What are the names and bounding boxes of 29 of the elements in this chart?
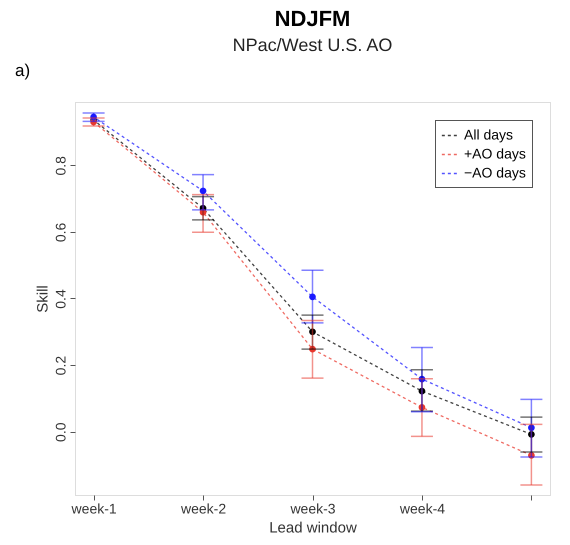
point xyxy=(309,293,316,300)
point xyxy=(418,404,426,411)
y-tick-label: 0.2 xyxy=(52,356,68,376)
point xyxy=(200,188,206,194)
y-tick-label: 0.4 xyxy=(52,289,68,309)
x-axis-title: Lead window xyxy=(269,520,357,536)
y-tick-label: 0.6 xyxy=(52,222,68,242)
point xyxy=(528,452,535,459)
y-tick-label: 0.8 xyxy=(52,156,68,176)
point xyxy=(418,388,426,394)
x-tick-label: week-3 xyxy=(289,500,336,516)
y-axis-title: Skill xyxy=(34,285,52,313)
x-tick-label: week-2 xyxy=(180,500,226,516)
chart-subtitle: NPac/West U.S. AO xyxy=(232,35,392,55)
point xyxy=(90,114,97,120)
point xyxy=(528,431,535,438)
point xyxy=(528,424,535,432)
legend-label: +AO days xyxy=(464,146,526,162)
x-tick-label: week-4 xyxy=(398,500,446,516)
text: a) xyxy=(15,61,30,80)
y-tick-label: 0.0 xyxy=(52,422,68,442)
point xyxy=(418,376,426,382)
x-tick-label: week-1 xyxy=(70,500,117,516)
legend-label: All days xyxy=(464,126,514,142)
legend-label: −AO days xyxy=(464,164,526,180)
point xyxy=(309,346,316,352)
chart-title: NDJFM xyxy=(274,6,350,31)
point xyxy=(309,328,316,336)
point xyxy=(200,208,206,216)
